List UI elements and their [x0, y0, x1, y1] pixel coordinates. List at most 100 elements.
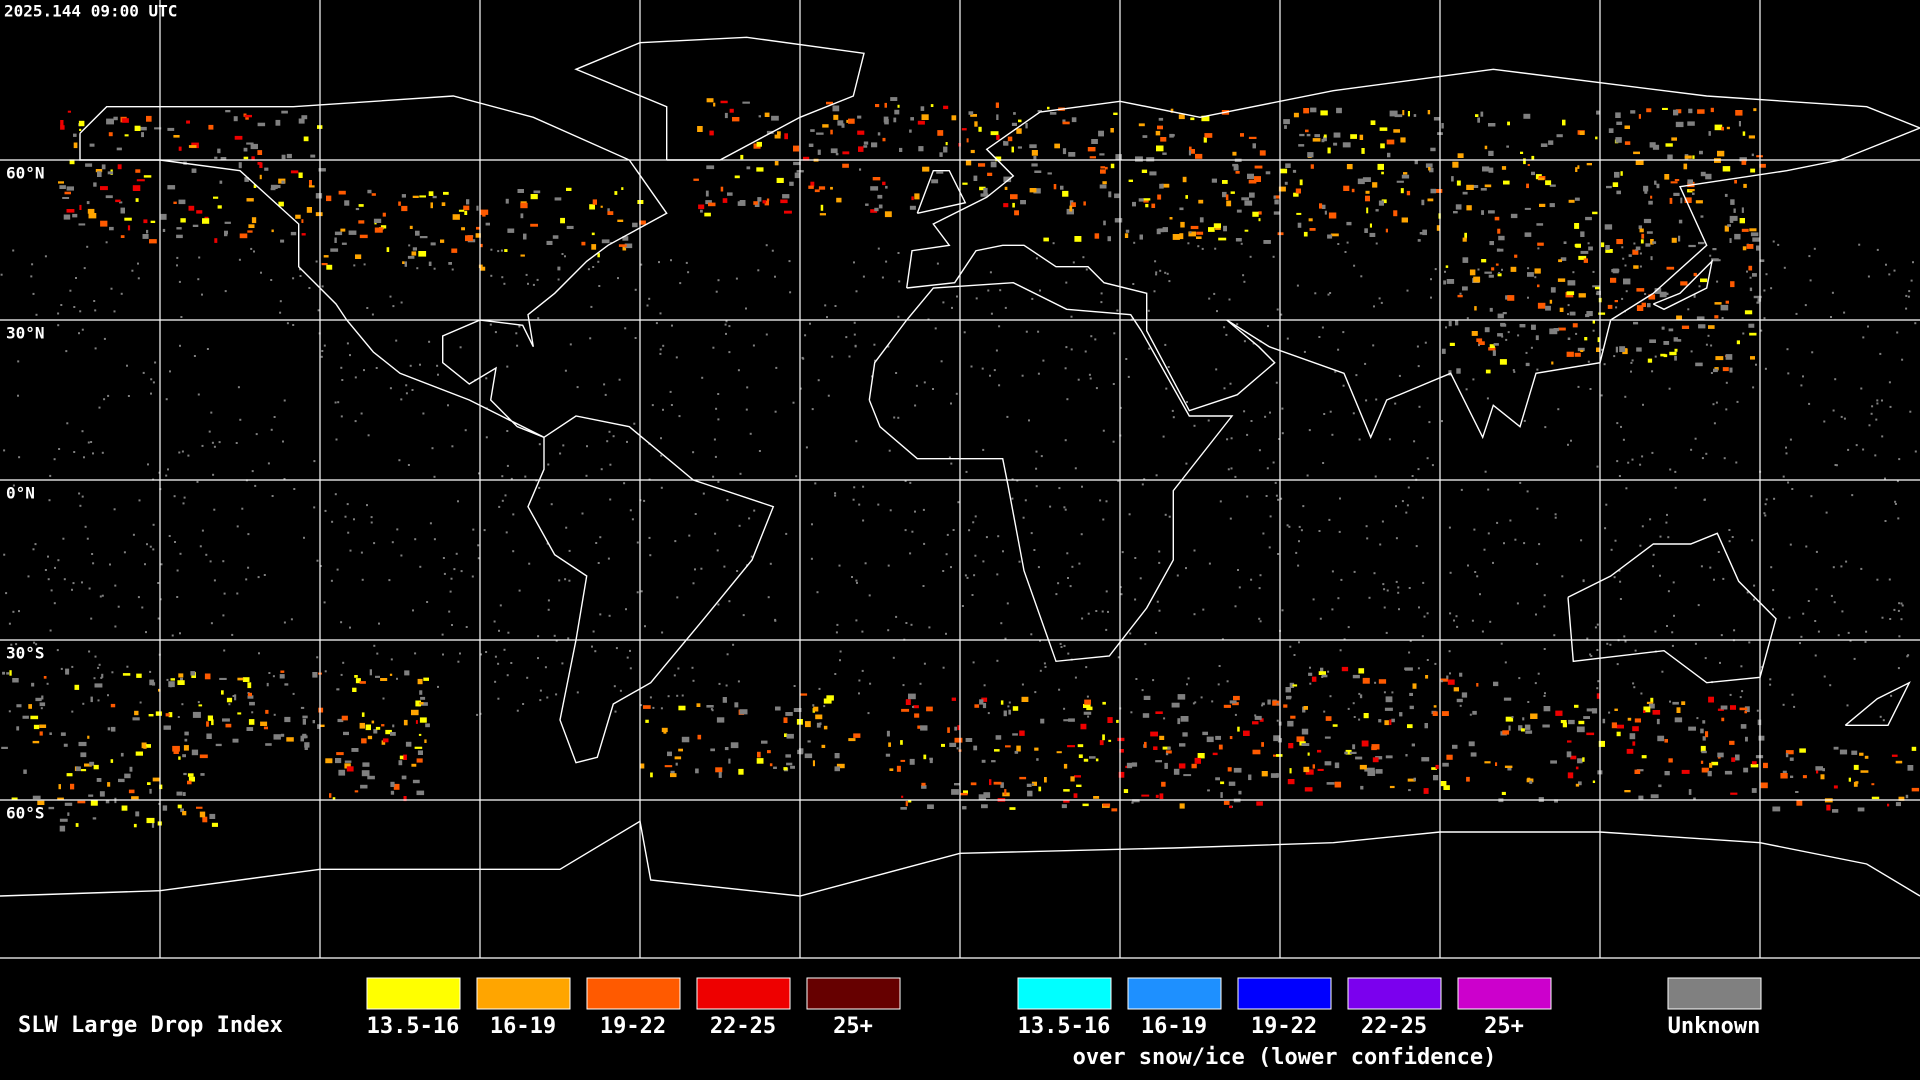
weather-pixel [1367, 770, 1376, 776]
weather-pixel [660, 486, 663, 489]
weather-pixel [664, 765, 673, 768]
weather-pixel [1021, 696, 1029, 702]
weather-pixel [165, 398, 168, 401]
weather-pixel [477, 557, 480, 560]
weather-pixel [752, 344, 755, 347]
weather-pixel [1489, 307, 1493, 312]
weather-pixel [1334, 781, 1342, 788]
weather-pixel [336, 752, 344, 756]
weather-pixel [309, 180, 312, 186]
weather-pixel [1748, 323, 1755, 328]
weather-pixel [1555, 710, 1563, 716]
weather-pixel [1172, 416, 1175, 419]
weather-pixel [150, 220, 156, 223]
weather-pixel [1449, 342, 1455, 346]
weather-pixel [0, 273, 3, 276]
weather-pixel [1325, 716, 1332, 721]
weather-pixel [1008, 709, 1011, 715]
weather-pixel [1577, 165, 1580, 169]
weather-pixel [1513, 370, 1516, 373]
weather-pixel [1501, 166, 1507, 170]
weather-pixel [209, 813, 216, 819]
weather-pixel [523, 233, 527, 240]
weather-pixel [1155, 631, 1157, 634]
weather-pixel [1377, 163, 1384, 170]
weather-pixel [1519, 481, 1522, 484]
weather-pixel [1459, 672, 1463, 677]
weather-pixel [887, 345, 890, 348]
weather-pixel [1810, 495, 1813, 498]
weather-pixel [520, 213, 524, 219]
weather-pixel [704, 212, 711, 217]
weather-pixel [774, 410, 777, 413]
weather-pixel [32, 795, 41, 800]
weather-pixel [714, 455, 717, 458]
weather-pixel [1671, 631, 1674, 634]
weather-pixel [869, 682, 872, 685]
weather-pixel [376, 652, 379, 655]
weather-pixel [1005, 745, 1011, 748]
weather-pixel [1166, 272, 1169, 275]
weather-pixel [1488, 150, 1494, 156]
weather-pixel [1382, 583, 1385, 586]
weather-pixel [1734, 233, 1741, 240]
weather-pixel [1603, 363, 1606, 366]
weather-pixel [900, 807, 907, 810]
weather-pixel [1200, 696, 1203, 699]
weather-pixel [1666, 266, 1675, 270]
weather-pixel [1785, 452, 1788, 455]
weather-pixel [1750, 168, 1756, 173]
weather-pixel [1497, 228, 1501, 234]
weather-pixel [173, 748, 179, 754]
weather-pixel [1170, 134, 1175, 137]
weather-pixel [308, 185, 315, 188]
weather-pixel [710, 708, 713, 711]
weather-pixel [1673, 337, 1678, 342]
weather-pixel [1785, 753, 1789, 758]
weather-pixel [769, 763, 773, 767]
weather-pixel [1298, 540, 1300, 543]
weather-pixel [1063, 506, 1066, 509]
weather-pixel [1692, 192, 1695, 195]
weather-pixel [1102, 701, 1106, 705]
weather-pixel [1323, 710, 1326, 713]
weather-pixel [520, 202, 528, 209]
weather-pixel [1052, 242, 1055, 245]
weather-pixel [1586, 163, 1592, 166]
weather-pixel [385, 729, 392, 735]
weather-pixel [197, 393, 200, 396]
weather-pixel [1305, 769, 1314, 775]
weather-pixel [1158, 609, 1161, 612]
weather-pixel [817, 379, 820, 382]
weather-pixel [1272, 700, 1280, 706]
weather-pixel [1119, 749, 1124, 753]
weather-pixel [1099, 499, 1102, 502]
weather-pixel [1839, 749, 1848, 755]
weather-pixel [1673, 109, 1679, 116]
weather-pixel [1723, 457, 1726, 460]
weather-pixel [6, 672, 10, 675]
weather-pixel [348, 230, 357, 235]
weather-pixel [1725, 300, 1729, 304]
weather-pixel [1656, 718, 1660, 725]
weather-pixel [764, 112, 770, 117]
weather-pixel [1664, 174, 1670, 180]
weather-pixel [64, 191, 71, 195]
weather-pixel [712, 475, 715, 478]
weather-pixel [1381, 199, 1387, 204]
weather-pixel [1632, 741, 1636, 746]
weather-pixel [1110, 163, 1115, 169]
weather-pixel [1021, 683, 1024, 686]
weather-pixel [1066, 398, 1069, 401]
weather-pixel [1427, 110, 1431, 115]
weather-pixel [1789, 757, 1794, 761]
weather-pixel [1259, 620, 1262, 623]
weather-pixel [120, 292, 123, 295]
weather-pixel [1443, 785, 1450, 790]
weather-pixel [115, 199, 121, 203]
weather-pixel [794, 172, 800, 179]
weather-pixel [221, 690, 224, 695]
weather-pixel [1833, 601, 1836, 604]
weather-pixel [661, 727, 668, 733]
weather-pixel [412, 247, 417, 251]
